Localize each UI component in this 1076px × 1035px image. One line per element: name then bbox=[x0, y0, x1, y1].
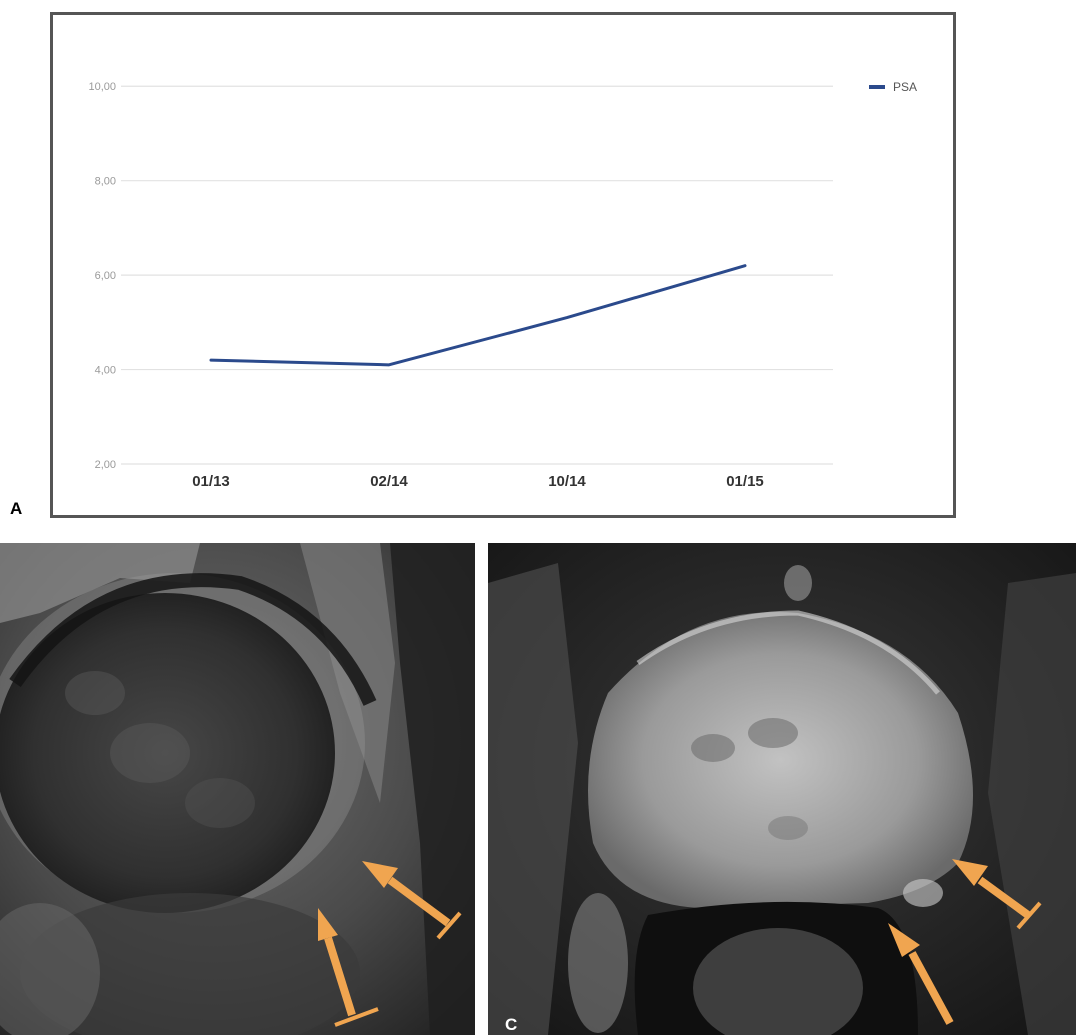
x-tick-label: 10/14 bbox=[548, 473, 586, 490]
y-tick-label: 6,00 bbox=[95, 270, 116, 282]
panel-label-a: A bbox=[10, 499, 23, 518]
legend-label: PSA bbox=[893, 80, 917, 94]
psa-chart-frame: 2,00 4,00 6,00 8,00 10,00 01/13 02/14 10/14 01/1… bbox=[50, 12, 956, 518]
y-tick-label: 2,00 bbox=[95, 459, 116, 471]
series-line-psa bbox=[209, 264, 747, 367]
x-tick-label: 01/13 bbox=[192, 473, 230, 490]
x-tick-label: 02/14 bbox=[370, 473, 408, 490]
arrow-annotation bbox=[888, 859, 1042, 1025]
mri-axial-image bbox=[0, 543, 475, 1035]
y-tick-label: 8,00 bbox=[95, 176, 116, 188]
x-tick-label: 01/15 bbox=[726, 473, 764, 490]
mri-coronal-image bbox=[488, 543, 1076, 1035]
arrow-annotation bbox=[318, 861, 462, 1027]
psa-line-chart: 2,00 4,00 6,00 8,00 10,00 01/13 02/14 10/14 01/1… bbox=[88, 80, 917, 490]
y-tick-label: 4,00 bbox=[95, 365, 116, 377]
panel-label-c: C bbox=[505, 1015, 518, 1034]
y-tick-label: 10,00 bbox=[88, 81, 116, 93]
